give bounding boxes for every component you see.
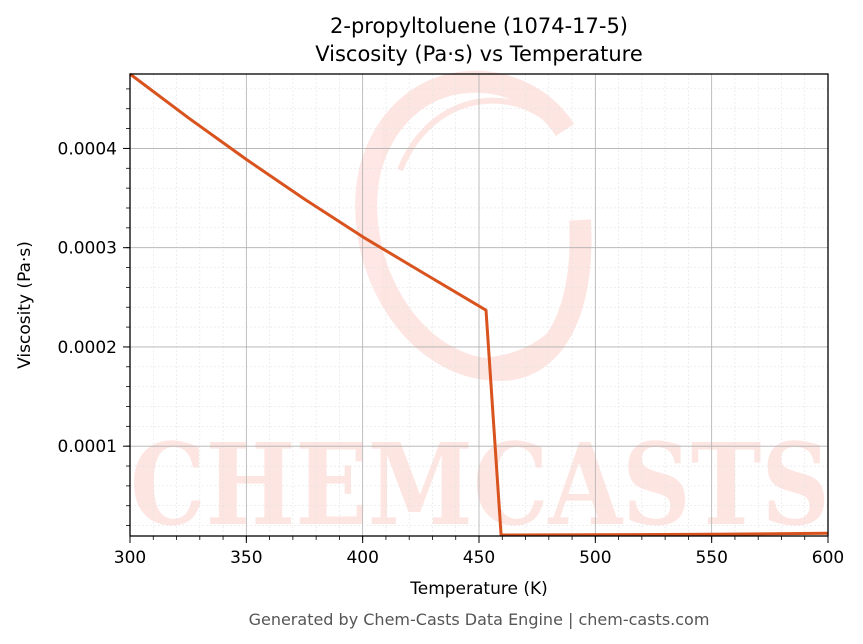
x-tick-label: 400 bbox=[346, 548, 378, 568]
y-axis-tick-labels: 0.0001 0.0002 0.0003 0.0004 bbox=[58, 139, 117, 457]
x-tick-label: 350 bbox=[230, 548, 262, 568]
watermark-logo bbox=[355, 70, 592, 382]
y-tick-label: 0.0003 bbox=[58, 239, 117, 259]
x-tick-label: 550 bbox=[695, 548, 727, 568]
series-layer bbox=[129, 72, 829, 537]
x-tick-label: 500 bbox=[579, 548, 611, 568]
viscosity-series-line bbox=[129, 72, 829, 537]
x-axis-label: Temperature (K) bbox=[409, 579, 548, 599]
chart-title: 2-propyltoluene (1074-17-5) bbox=[330, 14, 628, 38]
x-tick-label: 300 bbox=[114, 548, 146, 568]
footer-credit: Generated by Chem-Casts Data Engine | ch… bbox=[249, 610, 710, 629]
axis-ticks bbox=[123, 88, 829, 543]
y-tick-label: 0.0001 bbox=[58, 437, 117, 457]
watermark-text: CHEMCASTS bbox=[130, 420, 830, 551]
y-axis-label: Viscosity (Pa·s) bbox=[15, 241, 35, 369]
x-tick-label: 450 bbox=[463, 548, 495, 568]
x-tick-label: 600 bbox=[812, 548, 844, 568]
y-tick-label: 0.0004 bbox=[58, 139, 117, 159]
x-axis-tick-labels: 300 350 400 450 500 550 600 bbox=[114, 548, 844, 568]
y-tick-label: 0.0002 bbox=[58, 338, 117, 358]
chart-subtitle: Viscosity (Pa·s) vs Temperature bbox=[315, 42, 643, 66]
